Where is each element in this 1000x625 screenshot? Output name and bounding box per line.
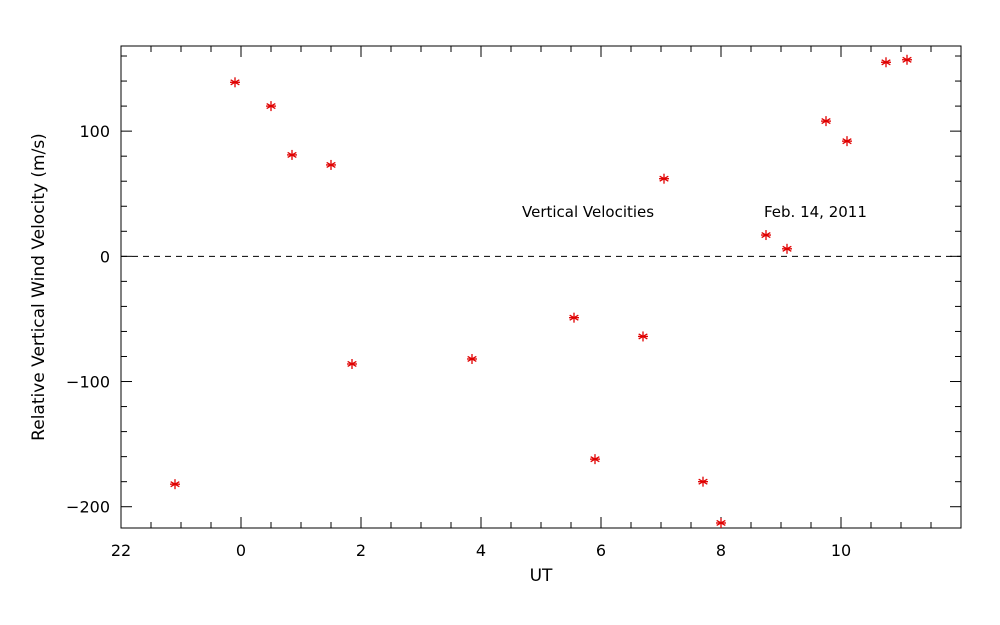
data-point <box>326 159 336 170</box>
y-tick-label: 0 <box>100 247 110 266</box>
data-point <box>902 54 912 65</box>
data-point <box>638 331 648 342</box>
x-tick-label: 8 <box>716 541 726 560</box>
data-point <box>287 149 297 160</box>
x-tick-label: 22 <box>111 541 131 560</box>
y-axis-title: Relative Vertical Wind Velocity (m/s) <box>29 133 49 441</box>
data-point <box>821 116 831 127</box>
data-point <box>590 454 600 465</box>
data-point <box>569 312 579 323</box>
data-point <box>716 517 726 528</box>
x-tick-label: 10 <box>831 541 851 560</box>
data-point <box>842 136 852 147</box>
x-tick-label: 0 <box>236 541 246 560</box>
axis-ticks <box>120 46 962 528</box>
annotation-date: Feb. 14, 2011 <box>764 203 867 221</box>
x-tick-label: 2 <box>356 541 366 560</box>
data-point <box>659 173 669 184</box>
data-point <box>782 243 792 254</box>
data-point <box>230 77 240 88</box>
data-point <box>761 230 771 241</box>
y-tick-label: −100 <box>66 373 110 392</box>
x-tick-label: 6 <box>596 541 606 560</box>
annotation-vertical-velocities: Vertical Velocities <box>522 203 654 221</box>
data-points <box>170 54 912 528</box>
data-point <box>698 476 708 487</box>
data-point <box>881 57 891 68</box>
tick-labels: 22 0 2 4 6 8 10 −200 −100 0 100 <box>66 122 851 560</box>
data-point <box>347 358 357 369</box>
x-axis-title: UT <box>530 566 553 586</box>
plot-frame <box>120 45 962 529</box>
y-tick-label: 100 <box>79 122 110 141</box>
y-tick-label: −200 <box>66 498 110 517</box>
data-point <box>170 479 180 490</box>
data-point <box>266 101 276 112</box>
x-tick-label: 4 <box>476 541 486 560</box>
data-point <box>467 353 477 364</box>
